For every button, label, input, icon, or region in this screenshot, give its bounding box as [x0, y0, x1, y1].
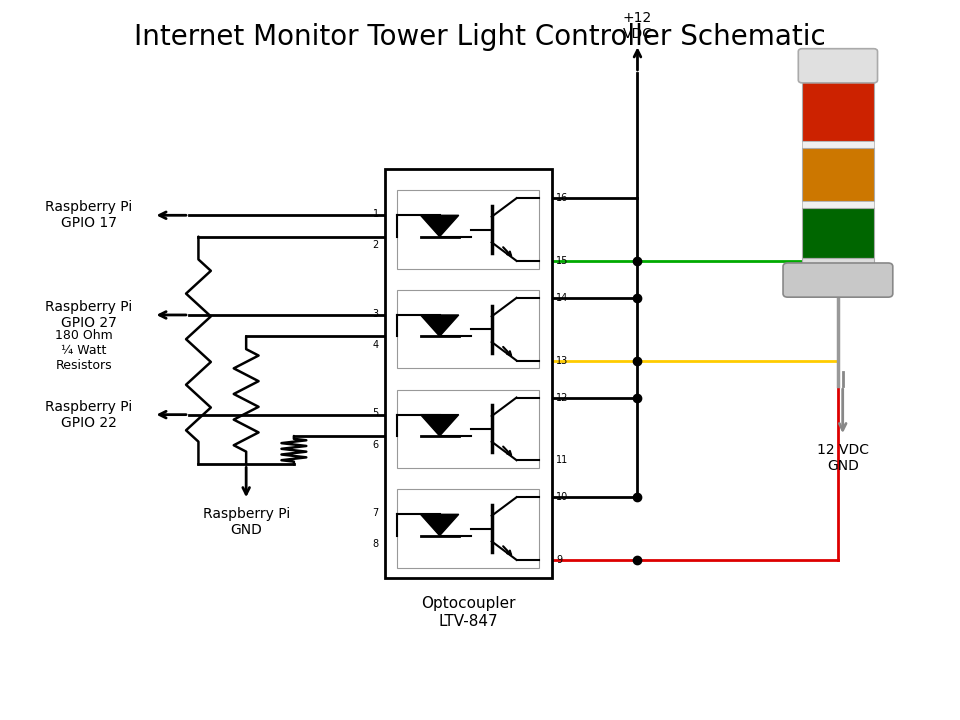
Bar [803, 80, 874, 140]
Bar [397, 490, 540, 567]
Text: 15: 15 [557, 256, 568, 266]
Bar [397, 390, 540, 468]
Text: 8: 8 [372, 539, 379, 549]
Text: 1: 1 [372, 209, 379, 219]
Text: 10: 10 [557, 492, 568, 503]
Bar [803, 201, 874, 208]
Text: Internet Monitor Tower Light Controller Schematic: Internet Monitor Tower Light Controller … [134, 23, 826, 51]
Text: 5: 5 [372, 408, 379, 418]
Text: 3: 3 [372, 309, 379, 318]
Text: 7: 7 [372, 508, 379, 518]
Text: 16: 16 [557, 193, 568, 203]
Text: Raspberry Pi
GND: Raspberry Pi GND [203, 507, 290, 537]
FancyBboxPatch shape [799, 49, 877, 83]
Text: Optocoupler
LTV-847: Optocoupler LTV-847 [420, 596, 516, 629]
Bar [803, 258, 874, 266]
Bar [397, 190, 540, 269]
Text: 11: 11 [557, 455, 568, 465]
Text: 4: 4 [372, 340, 379, 350]
Text: 14: 14 [557, 293, 568, 303]
Text: Raspberry Pi
GPIO 27: Raspberry Pi GPIO 27 [45, 300, 132, 330]
Text: +12
VDC: +12 VDC [622, 11, 653, 41]
FancyBboxPatch shape [783, 263, 893, 297]
Bar [803, 208, 874, 258]
Text: 6: 6 [372, 439, 379, 449]
Text: 180 Ohm
¼ Watt
Resistors: 180 Ohm ¼ Watt Resistors [55, 329, 112, 372]
Bar [385, 169, 552, 578]
Bar [803, 148, 874, 201]
Text: 9: 9 [557, 555, 563, 565]
Bar [803, 140, 874, 148]
Text: 12: 12 [557, 392, 568, 402]
Polygon shape [420, 415, 459, 436]
Text: Raspberry Pi
GPIO 17: Raspberry Pi GPIO 17 [45, 200, 132, 230]
Text: Raspberry Pi
GPIO 22: Raspberry Pi GPIO 22 [45, 400, 132, 430]
Text: 12 VDC
GND: 12 VDC GND [817, 443, 869, 473]
Polygon shape [420, 215, 459, 237]
Text: 2: 2 [372, 240, 379, 250]
Bar [397, 290, 540, 369]
Polygon shape [420, 315, 459, 336]
Polygon shape [420, 514, 459, 536]
Text: 13: 13 [557, 356, 568, 366]
